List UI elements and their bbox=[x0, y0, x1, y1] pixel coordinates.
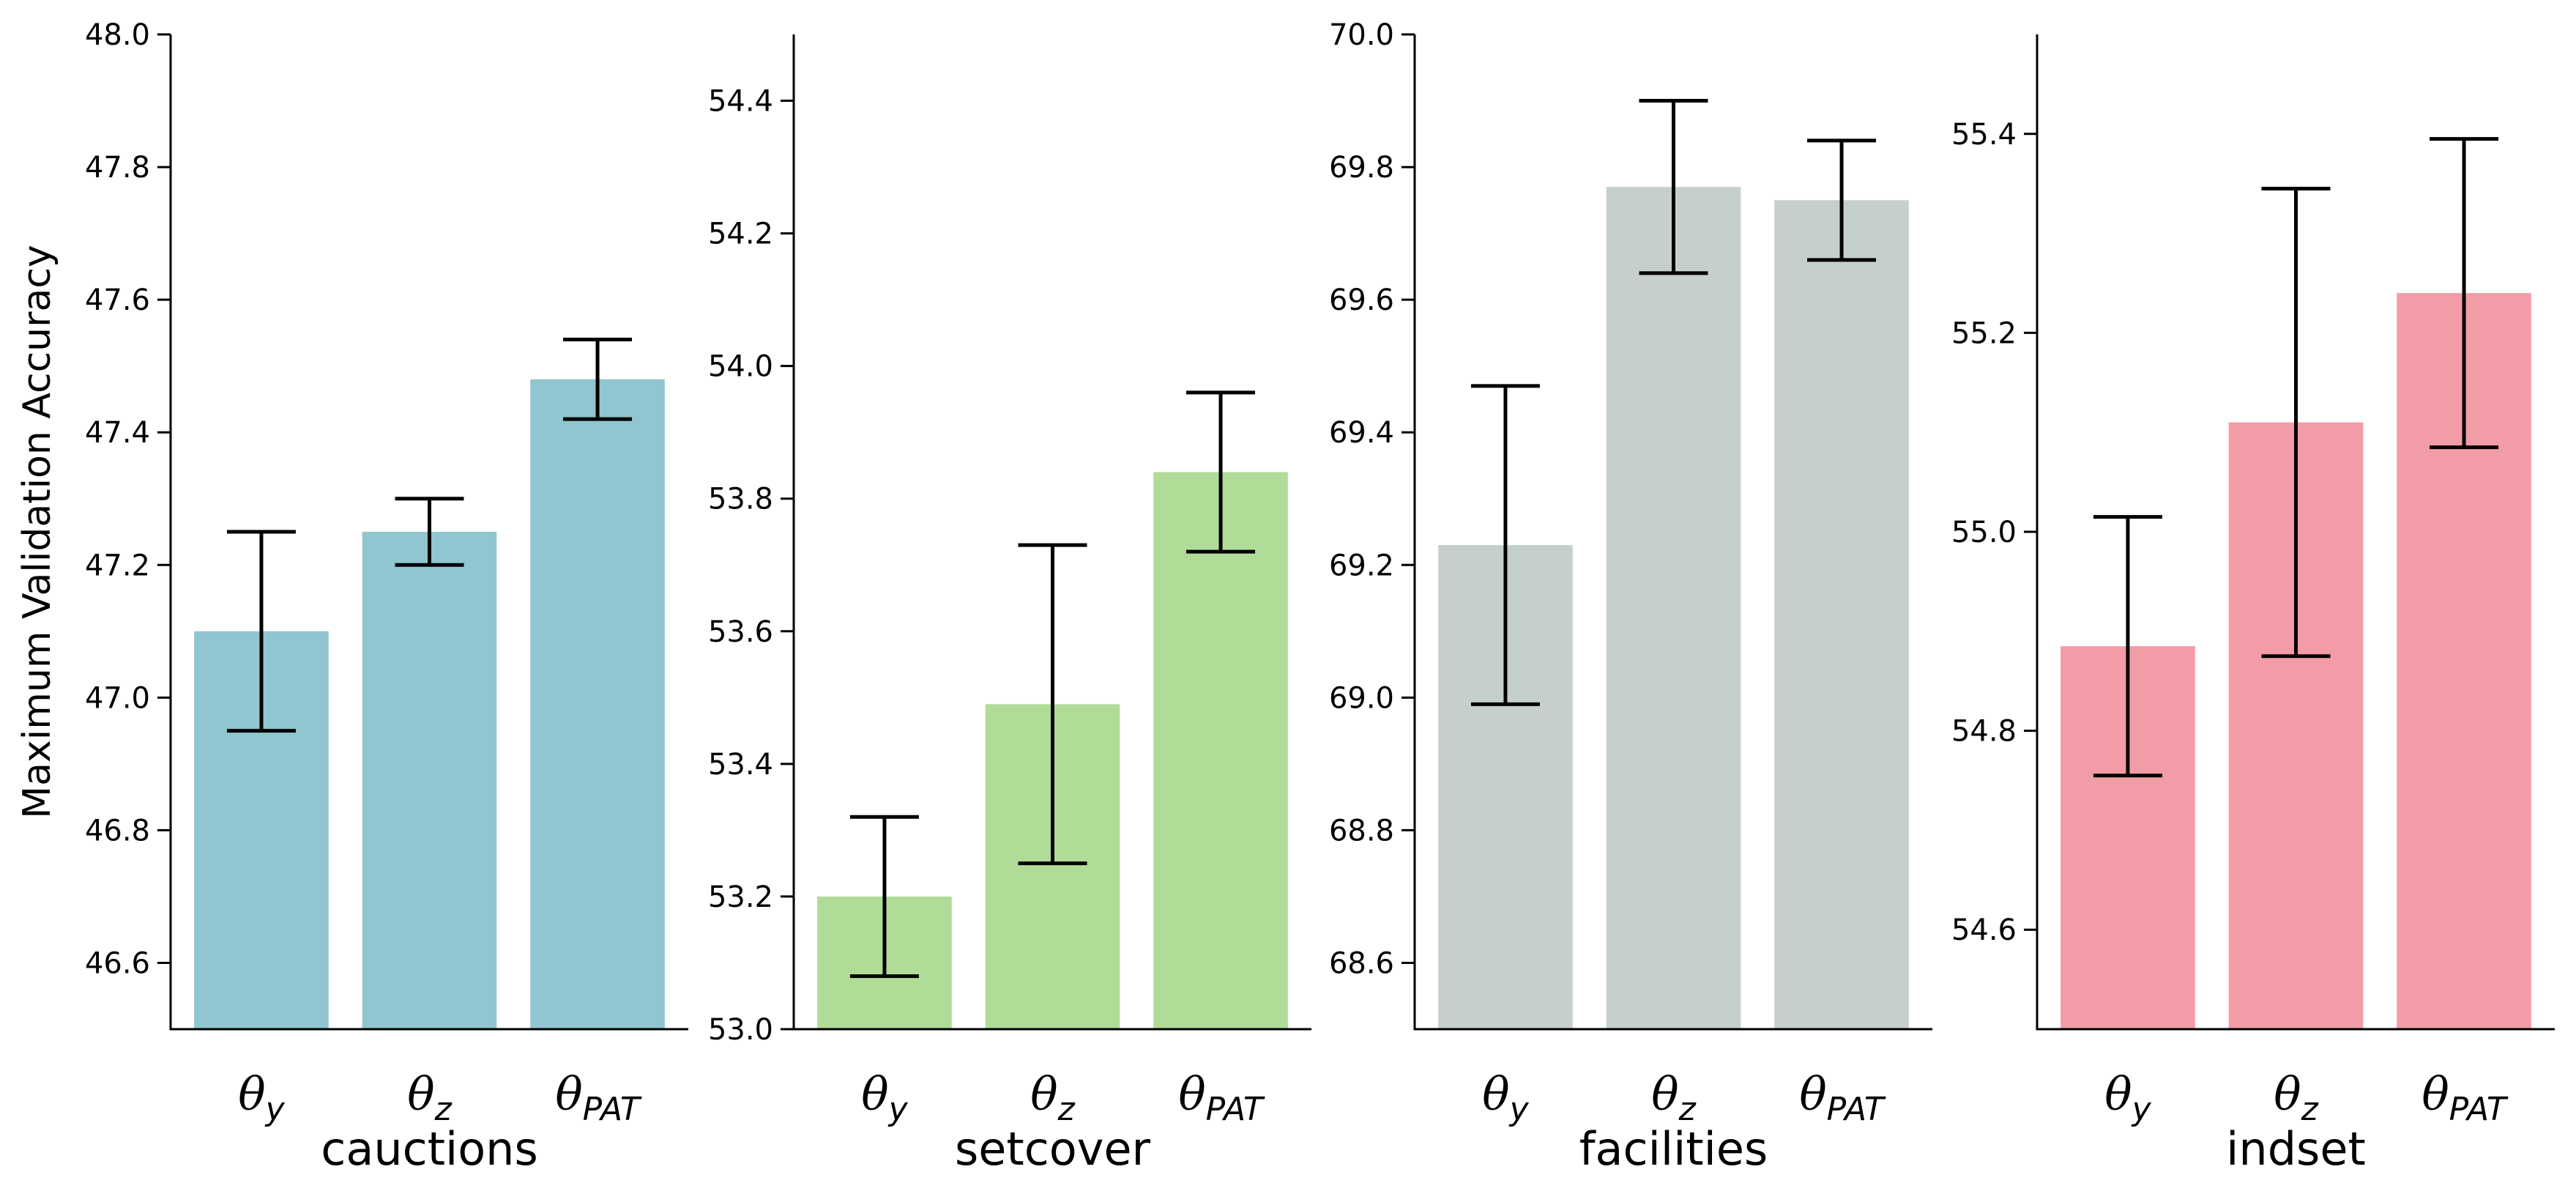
y-tick-label: 54.8 bbox=[1951, 715, 2017, 749]
subplot: θy θz θPAT 54.6 54.8 55.0 55.2 55.4 indset bbox=[1951, 34, 2555, 1176]
error-bar bbox=[395, 497, 464, 567]
x-axis-label: setcover bbox=[955, 1122, 1151, 1176]
y-tick-label: 53.0 bbox=[708, 1013, 773, 1047]
y-axis-label: Maximum Validation Accuracy bbox=[15, 245, 59, 818]
y-tick-label: 70.0 bbox=[1329, 18, 1394, 52]
x-tick-label: θPAT bbox=[555, 1067, 642, 1128]
y-tick-label: 68.6 bbox=[1329, 946, 1394, 980]
bar bbox=[1153, 472, 1288, 1029]
y-tick-label: 47.8 bbox=[85, 151, 150, 185]
y-tick-label: 46.8 bbox=[85, 814, 150, 848]
y-tick-label: 69.6 bbox=[1329, 283, 1394, 317]
y-tick-label: 48.0 bbox=[85, 18, 150, 52]
x-tick-label: θz bbox=[1651, 1067, 1696, 1128]
y-tick-label: 54.6 bbox=[1951, 913, 2017, 947]
error-bar bbox=[563, 337, 633, 421]
x-axis-label: cauctions bbox=[321, 1122, 538, 1176]
subplot: θy θz θPAT 46.6 46.8 47.0 47.2 47.4 47.6 47.8 48.0… bbox=[15, 18, 688, 1176]
y-tick-label: 69.8 bbox=[1329, 151, 1394, 185]
y-tick-label: 54.4 bbox=[708, 85, 773, 119]
bar bbox=[1606, 187, 1741, 1029]
x-tick-label: θPAT bbox=[2421, 1067, 2509, 1128]
y-tick-label: 47.4 bbox=[85, 416, 150, 450]
x-tick-label: θPAT bbox=[1178, 1067, 1265, 1128]
y-tick-label: 54.0 bbox=[708, 350, 773, 384]
y-tick-label: 47.6 bbox=[85, 283, 150, 317]
y-tick-label: 55.4 bbox=[1951, 118, 2017, 152]
x-tick-label: θy bbox=[861, 1067, 908, 1128]
y-tick-label: 68.8 bbox=[1329, 814, 1394, 848]
y-tick-label: 47.2 bbox=[85, 549, 150, 582]
error-bar bbox=[1807, 138, 1877, 262]
x-tick-label: θz bbox=[2274, 1067, 2318, 1128]
y-tick-label: 69.0 bbox=[1329, 681, 1394, 715]
x-tick-label: θz bbox=[1030, 1067, 1075, 1128]
error-bar bbox=[1018, 543, 1087, 866]
x-tick-label: θy bbox=[2104, 1067, 2151, 1128]
y-tick-label: 53.6 bbox=[708, 615, 773, 649]
bar bbox=[362, 532, 497, 1029]
y-tick-label: 46.6 bbox=[85, 946, 150, 980]
x-axis-label: indset bbox=[2226, 1122, 2366, 1176]
y-tick-label: 55.2 bbox=[1951, 316, 2017, 350]
y-tick-label: 54.2 bbox=[708, 218, 773, 251]
y-tick-label: 47.0 bbox=[85, 681, 150, 715]
error-bar bbox=[2430, 137, 2499, 450]
y-tick-label: 53.2 bbox=[708, 880, 773, 914]
y-tick-label: 53.8 bbox=[708, 483, 773, 516]
error-bar bbox=[2261, 186, 2331, 659]
bar bbox=[1774, 200, 1909, 1029]
error-bar bbox=[1470, 384, 1540, 706]
y-tick-label: 69.4 bbox=[1329, 416, 1394, 450]
x-tick-label: θPAT bbox=[1799, 1067, 1886, 1128]
subplot: θy θz θPAT 53.0 53.2 53.4 53.6 53.8 54.0 54.2 54.4… bbox=[708, 34, 1311, 1176]
error-bar bbox=[1186, 390, 1256, 554]
y-tick-label: 55.0 bbox=[1951, 516, 2017, 549]
subplot: θy θz θPAT 68.6 68.8 69.0 69.2 69.4 69.6 69.8 70.0… bbox=[1329, 18, 1932, 1176]
error-bar bbox=[2093, 515, 2162, 778]
y-tick-label: 69.2 bbox=[1329, 549, 1394, 582]
bar bbox=[530, 379, 665, 1029]
error-bar bbox=[226, 530, 296, 733]
x-tick-label: θy bbox=[238, 1067, 285, 1128]
x-tick-label: θz bbox=[407, 1067, 452, 1128]
y-tick-label: 53.4 bbox=[708, 748, 773, 782]
error-bar bbox=[1639, 99, 1708, 275]
error-bar bbox=[849, 815, 919, 979]
x-axis-label: facilities bbox=[1579, 1122, 1768, 1176]
x-tick-label: θy bbox=[1482, 1067, 1529, 1128]
